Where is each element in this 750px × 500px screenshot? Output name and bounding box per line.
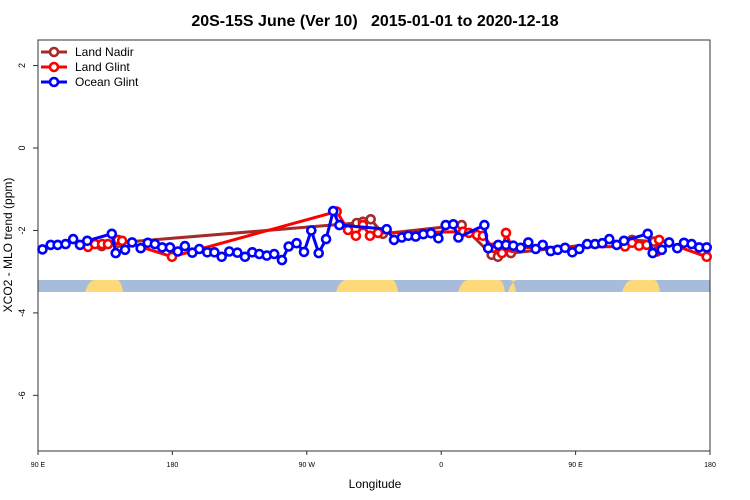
data-point [482, 242, 494, 254]
x-axis-label: Longitude [349, 477, 402, 491]
data-point [522, 237, 534, 248]
legend-label: Ocean Glint [75, 75, 139, 89]
data-point [642, 228, 654, 240]
y-tick-label: -2 [17, 226, 27, 234]
data-point [67, 233, 79, 245]
y-tick-label: -6 [17, 391, 27, 399]
data-point [671, 242, 683, 254]
data-point [164, 242, 176, 253]
legend-swatch-marker [48, 76, 60, 88]
land-band [336, 280, 398, 292]
y-tick-label: 0 [17, 145, 27, 150]
land-band [85, 280, 123, 292]
data-point [701, 242, 713, 253]
x-tick-label: 180 [704, 462, 716, 469]
data-point [573, 243, 585, 255]
land-band [508, 280, 518, 292]
chart-title: 20S-15S June (Ver 10) 2015-01-01 to 2020… [191, 13, 558, 30]
data-point [381, 223, 393, 235]
data-point [653, 234, 665, 246]
data-point [216, 251, 227, 263]
data-point [119, 244, 131, 256]
x-tick-label: 90 E [31, 462, 46, 469]
data-point [618, 235, 630, 247]
data-point [126, 237, 138, 248]
series-ocean-glint [37, 205, 713, 266]
data-point [239, 251, 251, 263]
y-axis: 2 0 -2 -4 -6 [17, 63, 38, 399]
data-point [515, 242, 526, 254]
data-point [224, 246, 235, 257]
y-tick-label: -4 [17, 309, 27, 317]
data-point [656, 244, 668, 256]
y-tick-label: 2 [17, 63, 27, 68]
legend-item: Land Nadir [41, 45, 134, 59]
data-point [663, 237, 675, 248]
data-point [298, 246, 310, 258]
legend-swatch-marker [48, 46, 60, 58]
x-tick-label: 180 [167, 462, 179, 469]
data-point [106, 228, 118, 240]
data-point [496, 247, 508, 259]
data-point [313, 247, 325, 259]
data-point [327, 205, 339, 217]
legend-label: Land Glint [75, 60, 130, 74]
data-point [102, 238, 114, 250]
x-tick-label: 90 E [568, 462, 583, 469]
data-point [172, 246, 184, 257]
data-point [433, 233, 444, 244]
x-tick-label: 0 [439, 462, 443, 469]
series-layer [37, 205, 713, 266]
data-point [291, 237, 302, 249]
data-point [179, 240, 191, 252]
land-band [458, 280, 505, 292]
data-point [37, 244, 48, 255]
data-point [334, 219, 345, 231]
data-point [559, 242, 571, 254]
data-point [537, 239, 549, 251]
legend-item: Ocean Glint [41, 75, 139, 89]
data-point [60, 238, 71, 250]
land-ocean-strip [38, 280, 710, 292]
legend-item: Land Glint [41, 60, 130, 74]
legend-label: Land Nadir [75, 45, 134, 59]
data-point [479, 219, 490, 231]
data-point [365, 214, 377, 225]
data-point [320, 233, 332, 245]
y-axis-label: XCO2 - MLO trend (ppm) [1, 178, 15, 313]
data-point [276, 254, 288, 266]
data-point [135, 242, 146, 254]
data-point [110, 247, 121, 259]
data-point [603, 233, 615, 245]
data-point [701, 251, 713, 263]
x-tick-label: 90 W [299, 462, 316, 469]
data-point [116, 235, 128, 247]
data-point [447, 219, 459, 230]
data-point [209, 247, 220, 258]
data-point [82, 235, 93, 247]
data-point [268, 248, 280, 260]
data-point [305, 225, 317, 236]
legend-swatch-marker [48, 61, 60, 73]
data-point [232, 247, 243, 258]
x-axis: 90 E 180 90 W 0 90 E 180 [31, 451, 716, 469]
land-band [622, 280, 660, 292]
data-point [425, 228, 437, 239]
data-point [453, 232, 464, 243]
data-point [500, 227, 512, 239]
data-point [350, 230, 362, 242]
data-point [647, 247, 659, 259]
